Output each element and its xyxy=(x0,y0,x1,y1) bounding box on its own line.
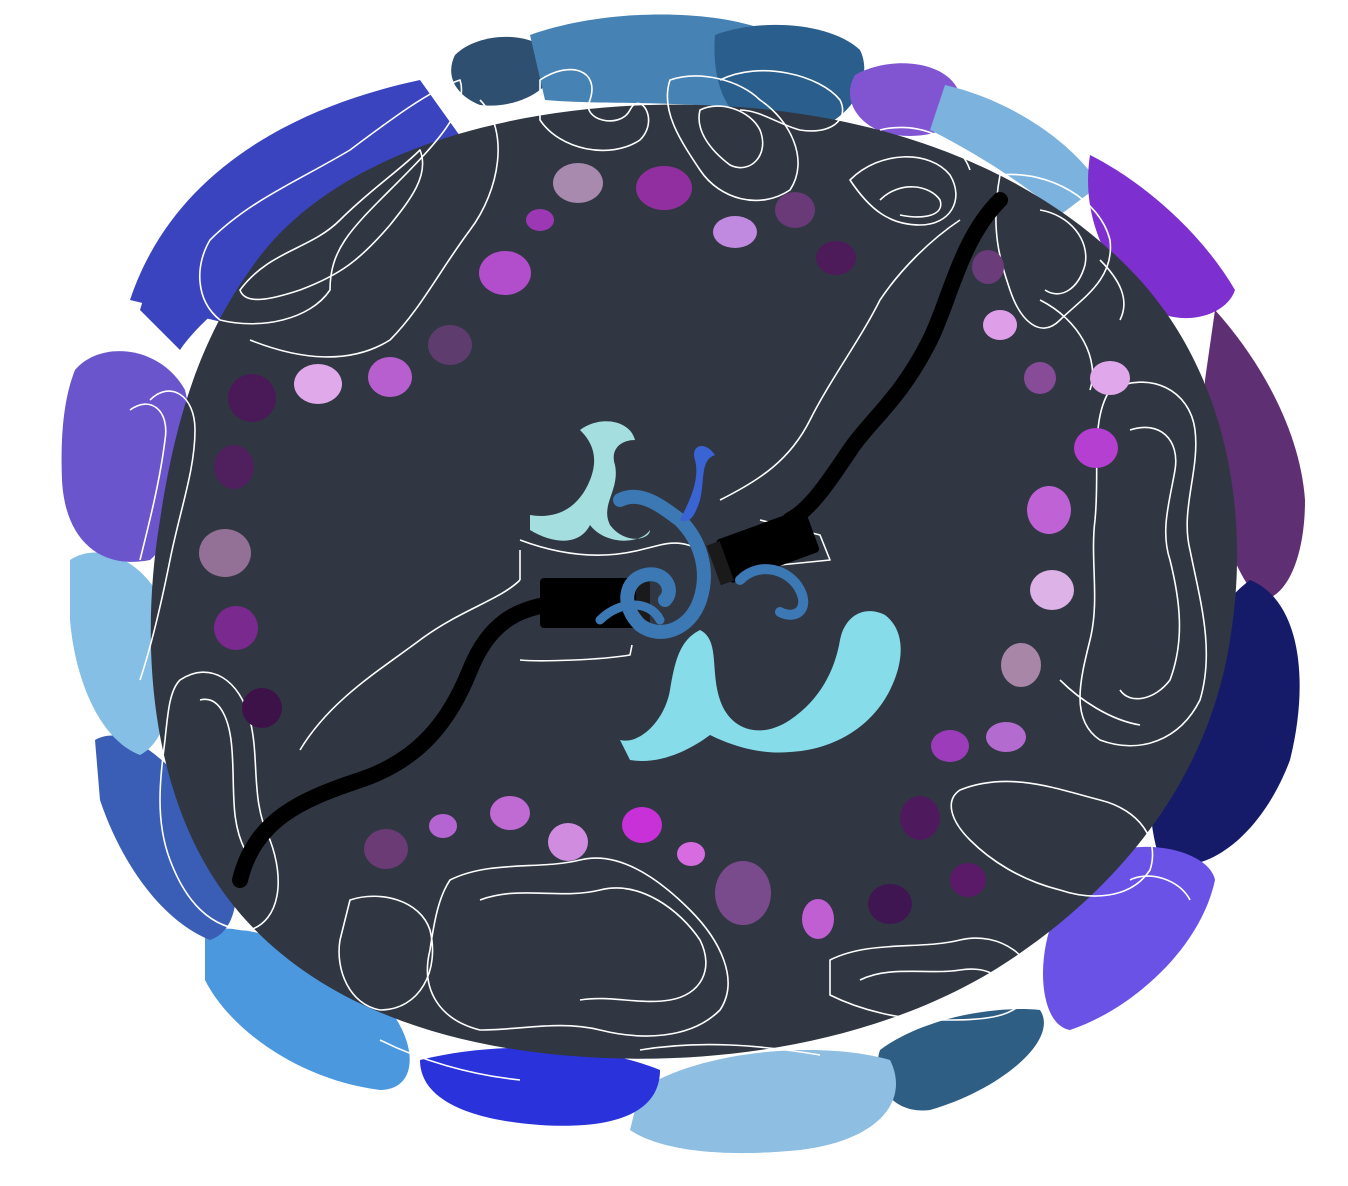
pebble-dot xyxy=(294,364,342,404)
pebble-dot xyxy=(368,357,412,397)
pebble-dot xyxy=(479,251,531,295)
pebble-dot xyxy=(816,241,856,275)
rim-blob xyxy=(205,928,410,1090)
pebble-dot xyxy=(931,730,969,762)
pebble-dot xyxy=(214,445,254,489)
pebble-dot xyxy=(1074,428,1118,468)
pebble-dot xyxy=(364,829,408,869)
pebble-dot xyxy=(983,310,1017,340)
pebble-dot xyxy=(228,374,276,422)
cables xyxy=(232,192,1008,888)
pebble-dot xyxy=(242,688,282,728)
inner-disc xyxy=(150,104,1238,1059)
pebble-dot xyxy=(1090,361,1130,395)
pebble-dot xyxy=(715,861,771,925)
central-splash xyxy=(530,421,901,761)
rim-blob xyxy=(420,1047,660,1126)
splash-pale-swirl xyxy=(530,421,650,541)
white-outlines xyxy=(129,68,1208,1081)
pebble-dot xyxy=(1024,362,1056,394)
rim-blob xyxy=(61,351,191,562)
rim-blobs xyxy=(61,14,1305,1154)
pebble-dot xyxy=(429,814,457,838)
rim-blob xyxy=(1150,580,1300,866)
pebble-dot xyxy=(553,163,603,203)
pebble-dot xyxy=(986,722,1026,752)
pebble-dot xyxy=(1001,643,1041,687)
pebble-dot xyxy=(199,529,251,577)
pebble-dot xyxy=(636,166,692,210)
left-cable xyxy=(232,597,553,888)
pebble-dot xyxy=(677,842,705,866)
pebble-dot xyxy=(950,863,986,897)
pebble-dot xyxy=(775,192,815,228)
pebble-dot xyxy=(548,823,588,861)
pebble-dot xyxy=(868,884,912,924)
pebble-dot xyxy=(1027,486,1071,534)
left-connector xyxy=(540,578,640,628)
pebble-dot xyxy=(802,899,834,939)
rim-blob xyxy=(530,14,760,110)
pebble-dots xyxy=(199,163,1130,939)
rim-blob xyxy=(95,735,237,940)
splash-small-curl xyxy=(735,564,809,620)
right-cable xyxy=(782,192,1008,528)
rim-blob xyxy=(630,1050,896,1154)
splash-light-wave xyxy=(620,611,901,761)
right-connector xyxy=(706,509,820,586)
pebble-dot xyxy=(972,250,1004,284)
rim-blob xyxy=(70,552,174,755)
rim-blob xyxy=(714,24,865,136)
pebble-dot xyxy=(526,209,554,231)
pebble-dot xyxy=(428,325,472,365)
pebble-dot xyxy=(490,796,530,830)
pebble-dot xyxy=(622,807,662,843)
splash-deep-curl xyxy=(680,445,715,522)
pebble-dot xyxy=(713,216,757,248)
pebble-dot xyxy=(900,796,940,840)
rim-blob xyxy=(930,85,1100,215)
splash-mid-swirl xyxy=(613,489,711,639)
pebble-dot xyxy=(214,606,258,650)
splash-small-curl xyxy=(595,600,665,625)
rim-blob xyxy=(849,63,962,136)
pebble-dot xyxy=(1030,570,1074,610)
rim-blob xyxy=(877,1009,1044,1111)
rim-blob xyxy=(140,160,300,350)
rim-blob xyxy=(451,36,556,106)
